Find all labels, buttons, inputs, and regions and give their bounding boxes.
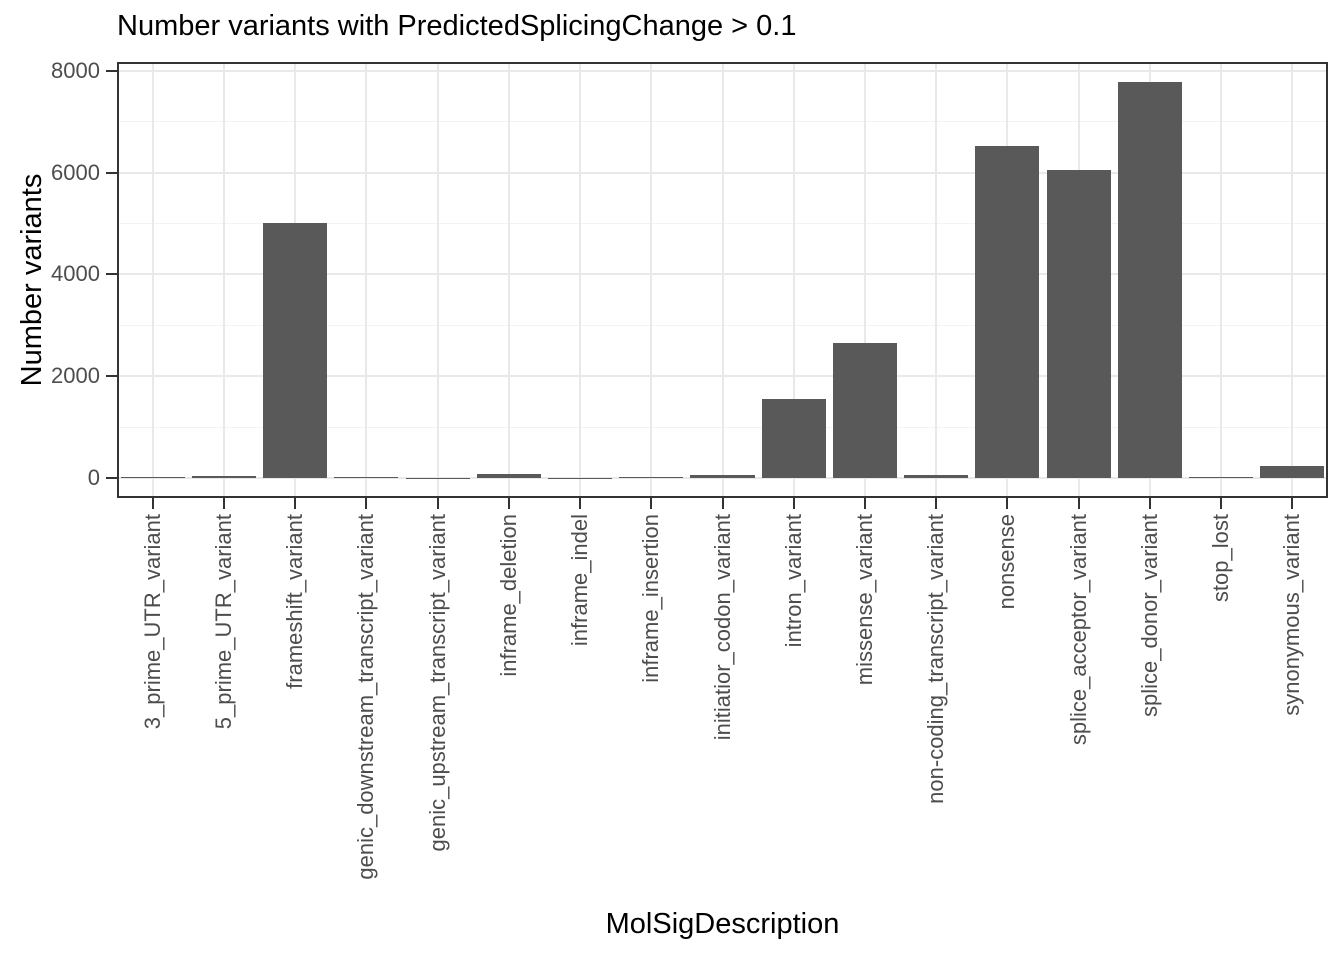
x-tick-mark: [222, 498, 225, 509]
gridline-major-x: [436, 62, 439, 498]
x-tick-mark: [935, 498, 938, 509]
x-tick-label: synonymous_variant: [1279, 514, 1305, 716]
gridline-major-x: [792, 62, 795, 498]
x-tick-mark: [436, 498, 439, 509]
bar: [263, 222, 328, 479]
bar: [832, 342, 898, 479]
bar: [1260, 466, 1325, 479]
x-tick-mark: [579, 498, 582, 509]
x-axis-title: MolSigDescription: [605, 908, 840, 940]
x-tick-mark: [1291, 498, 1294, 509]
y-tick-label: 4000: [51, 261, 100, 287]
x-tick-mark: [365, 498, 368, 509]
gridline-major-x: [935, 62, 938, 498]
y-tick-label: 0: [87, 465, 100, 491]
gridline-major-x: [1220, 62, 1223, 498]
x-tick-mark: [507, 498, 510, 509]
y-tick-mark: [106, 273, 117, 276]
bar: [334, 476, 399, 479]
y-tick-label: 8000: [51, 57, 100, 83]
y-tick-label: 2000: [51, 363, 100, 389]
bar: [476, 473, 541, 479]
x-tick-label: genic_upstream_transcript_variant: [424, 514, 450, 852]
gridline-major-x: [721, 62, 724, 498]
x-tick-label: non-coding_transcript_variant: [923, 514, 949, 804]
x-tick-label: stop_lost: [1208, 514, 1234, 603]
x-tick-label: 3_prime_UTR_variant: [139, 514, 165, 730]
x-tick-label: genic_downstream_transcript_variant: [353, 514, 379, 880]
bar: [690, 474, 755, 479]
x-tick-label: inframe_insertion: [638, 514, 664, 683]
x-tick-mark: [650, 498, 653, 509]
gridline-major-x: [222, 62, 225, 498]
gridline-major-x: [1291, 62, 1294, 498]
bar: [761, 398, 826, 479]
y-tick-mark: [106, 69, 117, 72]
bar: [904, 474, 969, 479]
bar: [619, 477, 684, 479]
gridline-major-x: [650, 62, 653, 498]
x-tick-label: nonsense: [994, 514, 1020, 610]
chart-title: Number variants with PredictedSplicingCh…: [117, 10, 797, 42]
x-tick-mark: [863, 498, 866, 509]
x-tick-label: splice_donor_variant: [1136, 514, 1162, 718]
bar: [975, 146, 1040, 479]
gridline-major-x: [507, 62, 510, 498]
x-tick-mark: [294, 498, 297, 509]
x-tick-label: 5_prime_UTR_variant: [210, 514, 236, 730]
x-tick-label: frameshift_variant: [282, 514, 308, 689]
gridline-major-x: [579, 62, 582, 498]
x-tick-mark: [1148, 498, 1151, 509]
bar: [1046, 169, 1111, 479]
gridline-major-x: [151, 62, 154, 498]
x-tick-mark: [151, 498, 154, 509]
plot-panel: [117, 62, 1328, 498]
x-tick-mark: [721, 498, 724, 509]
gridline-major-x: [863, 62, 866, 498]
y-tick-mark: [106, 375, 117, 378]
x-tick-mark: [1006, 498, 1009, 509]
bar: [191, 476, 256, 479]
x-tick-label: intron_variant: [780, 514, 806, 648]
y-tick-mark: [106, 477, 117, 480]
x-tick-label: inframe_deletion: [495, 514, 521, 677]
x-tick-label: splice_acceptor_variant: [1065, 514, 1091, 746]
y-tick-mark: [106, 171, 117, 174]
x-tick-mark: [1077, 498, 1080, 509]
x-tick-mark: [1220, 498, 1223, 509]
x-tick-label: initiatior_codon_variant: [709, 514, 735, 741]
bar: [120, 476, 185, 479]
gridline-major-x: [365, 62, 368, 498]
x-tick-mark: [792, 498, 795, 509]
bar: [1117, 81, 1182, 479]
x-tick-label: inframe_indel: [567, 514, 593, 647]
y-tick-label: 6000: [51, 159, 100, 185]
x-tick-label: missense_variant: [851, 514, 877, 686]
bar: [1189, 476, 1254, 479]
